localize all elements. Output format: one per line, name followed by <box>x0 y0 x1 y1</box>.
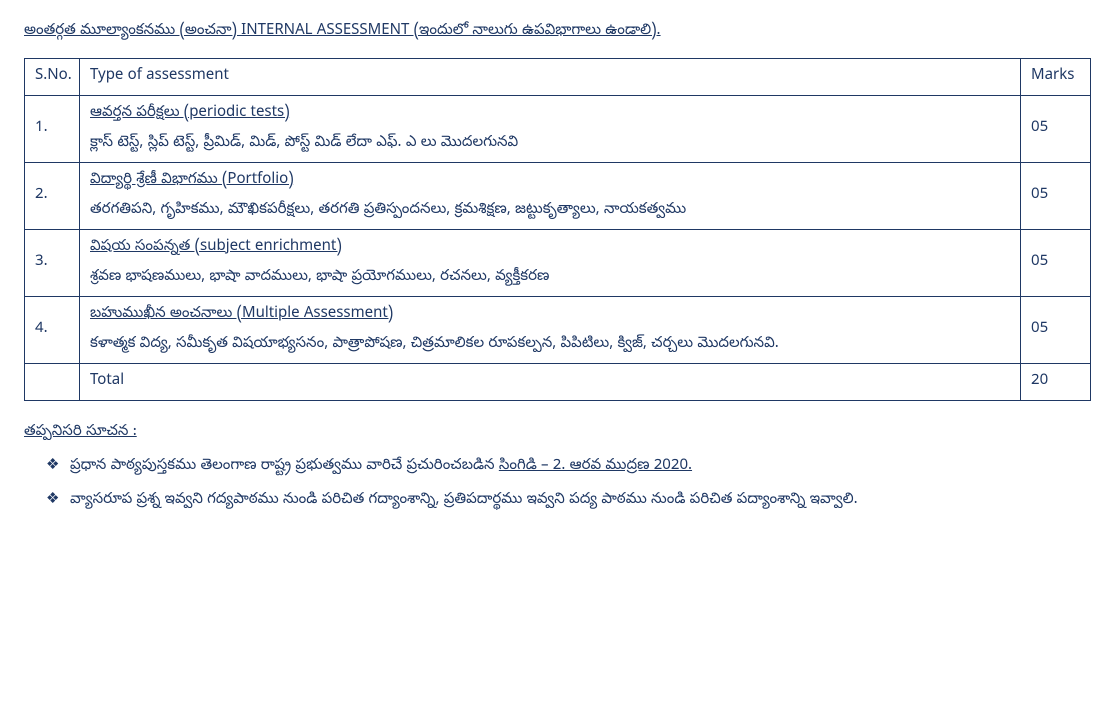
assessment-table: S.No. Type of assessment Marks 1. ఆవర్తన… <box>24 58 1091 401</box>
cell-type: విద్యార్థి శ్రేణీ విభాగము (Portfolio) తర… <box>80 163 1021 230</box>
cell-marks: 05 <box>1021 297 1091 364</box>
table-row: 3. విషయ సంపన్నత (subject enrichment) శ్ర… <box>25 230 1091 297</box>
page-heading: అంతర్గత మూల్యాంకనము (అంచనా) INTERNAL ASS… <box>24 20 1091 44</box>
row-desc: శ్రవణ భాషణములు, భాషా వాదములు, భాషా ప్రయో… <box>90 268 549 288</box>
cell-type: విషయ సంపన్నత (subject enrichment) శ్రవణ … <box>80 230 1021 297</box>
cell-sno: 3. <box>25 230 80 297</box>
row-desc: తరగతిపని, గృహికము, మౌఖికపరీక్షలు, తరగతి … <box>90 201 686 221</box>
table-row: 1. ఆవర్తన పరీక్షలు (periodic tests) క్లా… <box>25 96 1091 163</box>
cell-type: బహుముఖీన అంచనాలు (Multiple Assessment) క… <box>80 297 1021 364</box>
notes-list: ప్రధాన పాఠ్యపుస్తకము తెలంగాణ రాష్ట్ర ప్ర… <box>24 455 1091 513</box>
cell-sno: 4. <box>25 297 80 364</box>
cell-type: ఆవర్తన పరీక్షలు (periodic tests) క్లాస్ … <box>80 96 1021 163</box>
row-desc: క్లాస్ టెస్ట్, స్లిప్ టెస్ట్, ప్రీమిడ్, … <box>90 134 518 154</box>
note-text: ప్రధాన పాఠ్యపుస్తకము తెలంగాణ రాష్ట్ర ప్ర… <box>70 457 499 477</box>
table-row: 2. విద్యార్థి శ్రేణీ విభాగము (Portfolio)… <box>25 163 1091 230</box>
row-desc: కళాత్మక విద్య, సమీకృత విషయాభ్యసనం, పాత్ర… <box>90 335 779 355</box>
cell-total-marks: 20 <box>1021 364 1091 401</box>
table-row: 4. బహుముఖీన అంచనాలు (Multiple Assessment… <box>25 297 1091 364</box>
cell-sno-empty <box>25 364 80 401</box>
table-header-row: S.No. Type of assessment Marks <box>25 59 1091 96</box>
cell-marks: 05 <box>1021 163 1091 230</box>
cell-marks: 05 <box>1021 230 1091 297</box>
header-type: Type of assessment <box>80 59 1021 96</box>
header-marks: Marks <box>1021 59 1091 96</box>
row-title: ఆవర్తన పరీక్షలు (periodic tests) <box>90 102 1010 126</box>
row-title: విషయ సంపన్నత (subject enrichment) <box>90 236 1010 260</box>
header-sno: S.No. <box>25 59 80 96</box>
row-title: బహుముఖీన అంచనాలు (Multiple Assessment) <box>90 303 1010 327</box>
note-text: వ్యాసరూప ప్రశ్న ఇవ్వని గద్యపాఠము నుండి ప… <box>70 491 858 511</box>
list-item: వ్యాసరూప ప్రశ్న ఇవ్వని గద్యపాఠము నుండి ప… <box>50 489 1091 513</box>
table-total-row: Total 20 <box>25 364 1091 401</box>
cell-total-label: Total <box>80 364 1021 401</box>
cell-sno: 1. <box>25 96 80 163</box>
cell-marks: 05 <box>1021 96 1091 163</box>
list-item: ప్రధాన పాఠ్యపుస్తకము తెలంగాణ రాష్ట్ర ప్ర… <box>50 455 1091 479</box>
row-title: విద్యార్థి శ్రేణీ విభాగము (Portfolio) <box>90 169 1010 193</box>
note-underlined: సింగిడి – 2. ఆరవ ముద్రణ 2020. <box>499 457 692 477</box>
cell-sno: 2. <box>25 163 80 230</box>
note-heading: తప్పనిసరి సూచన : <box>24 421 1091 445</box>
